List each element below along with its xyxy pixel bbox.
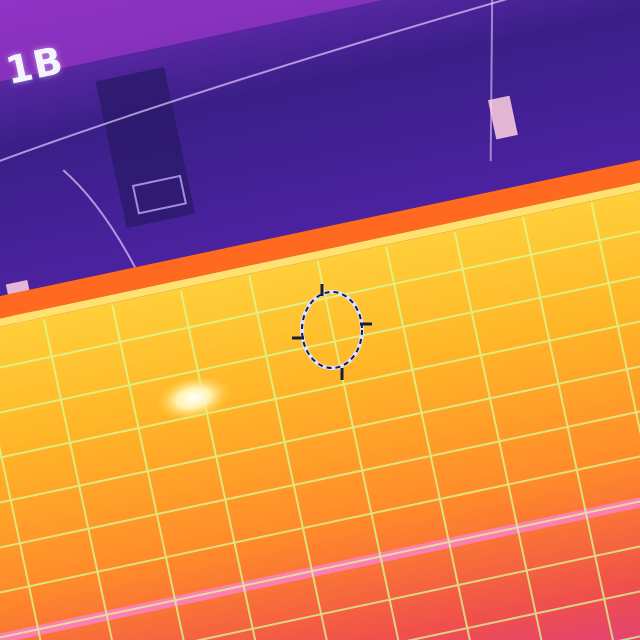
grid-line-horizontal	[0, 345, 640, 514]
grid-line-vertical	[522, 217, 624, 640]
crack-line	[62, 169, 136, 268]
crack-line	[0, 0, 576, 191]
grid-line-horizontal	[0, 388, 640, 557]
grid-line-vertical	[248, 275, 350, 640]
grid-line-vertical	[385, 246, 487, 640]
grid-line-vertical	[111, 304, 213, 640]
crosshair-reticle-icon	[292, 284, 372, 380]
grid-line-vertical	[42, 319, 145, 640]
grid-line-horizontal	[0, 517, 640, 640]
cold-region	[0, 0, 640, 316]
grid-line-vertical	[316, 260, 419, 640]
solar-panel-array	[0, 178, 640, 640]
grid-line-horizontal	[0, 474, 640, 640]
vent-box	[131, 174, 188, 215]
cold-top-band	[0, 0, 640, 110]
grid-line-vertical	[453, 231, 556, 640]
panel-frame-edge	[0, 148, 640, 337]
crack-line	[489, 0, 494, 162]
grid-line-horizontal	[0, 302, 640, 471]
grid-line-horizontal	[0, 431, 640, 600]
grid-line-vertical	[179, 290, 282, 640]
panel-frame-rail	[0, 170, 640, 345]
hotspot-glow-icon	[156, 375, 231, 421]
grid-line-vertical	[0, 333, 76, 640]
grid-line-vertical	[590, 202, 640, 640]
cold-shadow-block	[95, 66, 196, 229]
grid-line-horizontal	[0, 259, 640, 428]
mount-bracket	[487, 95, 518, 140]
